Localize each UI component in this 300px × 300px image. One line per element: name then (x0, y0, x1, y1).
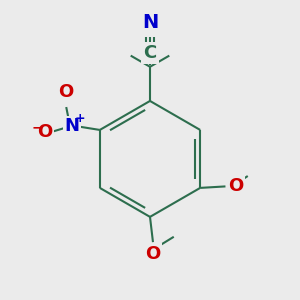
Text: N: N (142, 13, 158, 32)
Text: O: O (37, 123, 52, 141)
Text: O: O (58, 83, 74, 101)
Text: C: C (143, 44, 157, 62)
Text: N: N (64, 117, 79, 135)
Text: O: O (228, 177, 243, 195)
Text: −: − (32, 120, 43, 134)
Text: O: O (145, 244, 160, 262)
Text: +: + (75, 112, 85, 124)
